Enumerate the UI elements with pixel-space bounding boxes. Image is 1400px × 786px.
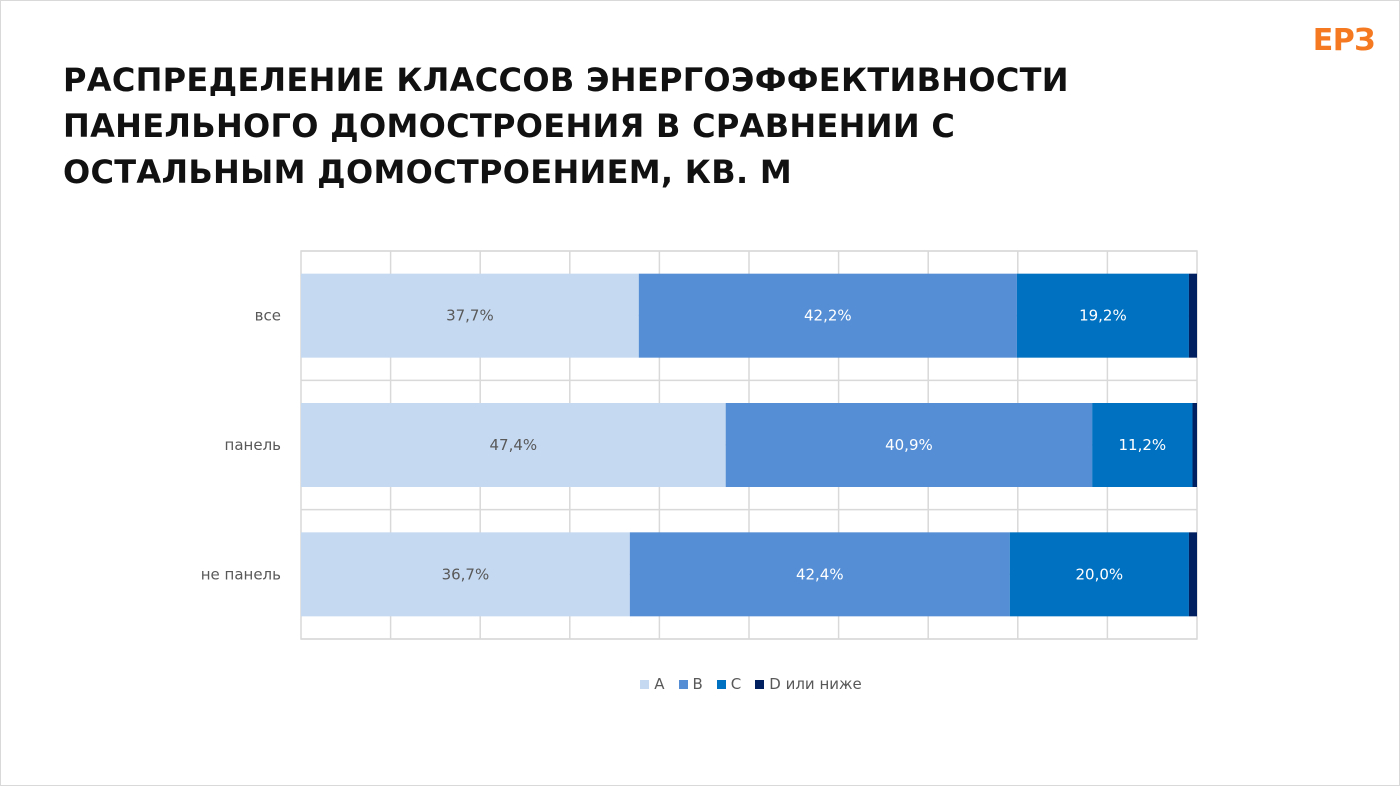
bar-segment bbox=[1016, 273, 1189, 358]
data-label: 47,4% bbox=[490, 436, 538, 454]
category-label: все bbox=[255, 307, 281, 325]
chart-legend: A B C D или ниже bbox=[301, 675, 1201, 693]
bar-segment bbox=[725, 403, 1093, 487]
bar-segment bbox=[1009, 532, 1189, 617]
bar-segment bbox=[1188, 532, 1197, 617]
bar-segment bbox=[629, 532, 1010, 617]
bar-segment bbox=[301, 532, 630, 617]
data-label: 42,4% bbox=[796, 565, 844, 583]
bar-segment bbox=[301, 403, 726, 487]
slide-title: РАСПРЕДЕЛЕНИЕ КЛАССОВ ЭНЕРГОЭФФЕКТИВНОСТ… bbox=[63, 57, 1213, 195]
legend-label: D или ниже bbox=[769, 675, 862, 693]
legend-item: C bbox=[716, 675, 742, 693]
data-label: 42,2% bbox=[804, 307, 852, 325]
data-label: 19,2% bbox=[1079, 307, 1127, 325]
legend-item: A bbox=[640, 675, 665, 693]
bar-segment bbox=[1092, 403, 1193, 487]
data-label: 40,9% bbox=[885, 436, 933, 454]
legend-label: B bbox=[692, 675, 703, 693]
category-label: не панель bbox=[201, 565, 281, 583]
bar-segment bbox=[638, 273, 1017, 358]
category-label: панель bbox=[225, 436, 281, 454]
legend-swatch bbox=[678, 679, 688, 689]
legend-item: B bbox=[678, 675, 703, 693]
title-line-2: ПАНЕЛЬНОГО ДОМОСТРОЕНИЯ В СРАВНЕНИИ С bbox=[63, 107, 956, 145]
legend-swatch bbox=[755, 679, 765, 689]
title-line-3: ОСТАЛЬНЫМ ДОМОСТРОЕНИЕМ, КВ. М bbox=[63, 153, 792, 191]
bar-segment bbox=[301, 273, 639, 358]
data-label: 36,7% bbox=[442, 565, 490, 583]
bar-segment bbox=[1188, 273, 1197, 358]
title-line-1: РАСПРЕДЕЛЕНИЕ КЛАССОВ ЭНЕРГОЭФФЕКТИВНОСТ… bbox=[63, 61, 1069, 99]
legend-swatch bbox=[640, 679, 650, 689]
data-label: 20,0% bbox=[1076, 565, 1124, 583]
bar-segment bbox=[1192, 403, 1197, 487]
data-label: 11,2% bbox=[1119, 436, 1167, 454]
brand-logo: ЕРЗ bbox=[1312, 23, 1376, 58]
legend-label: C bbox=[730, 675, 742, 693]
data-label: 37,7% bbox=[446, 307, 494, 325]
legend-label: A bbox=[654, 675, 665, 693]
legend-item: D или ниже bbox=[755, 675, 862, 693]
legend-swatch bbox=[716, 679, 726, 689]
